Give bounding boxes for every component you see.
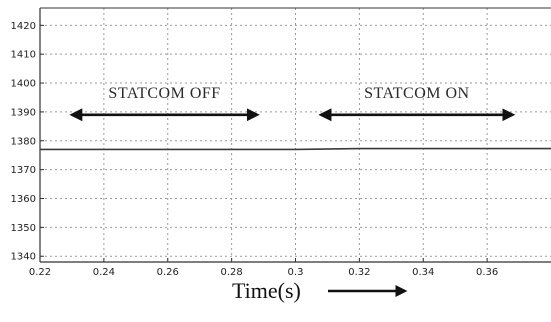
annotations: STATCOM OFF STATCOM ON [69,85,516,122]
y-tick-label: 1410 [11,50,36,61]
series-line [40,147,551,151]
x-tick-label: 0.3 [288,267,304,278]
x-tick-label: 0.22 [29,267,51,278]
y-tick-label: 1370 [11,165,36,176]
y-tick-label: 1350 [11,223,36,234]
y-tick-label: 1360 [11,194,36,205]
x-tick-label: 0.34 [412,267,434,278]
y-ticks: 1340 1350 1360 1370 1380 1390 1400 1410 1420 [11,21,44,263]
x-ticks: 0.22 0.24 0.26 0.28 0.3 0.32 0.34 0.36 [29,258,498,278]
y-tick-label: 1390 [11,107,36,118]
x-tick-label: 0.36 [476,267,498,278]
annotation-statcom-off: STATCOM OFF [108,85,220,102]
x-tick-label: 0.24 [93,267,115,278]
x-tick-label: 0.26 [157,267,179,278]
x-axis-label: Time(s) [232,278,301,303]
series [40,147,551,151]
x-tick-label: 0.28 [220,267,242,278]
y-tick-label: 1400 [11,79,36,90]
y-tick-label: 1420 [11,21,36,32]
x-tick-label: 0.32 [348,267,370,278]
annotation-statcom-on: STATCOM ON [364,85,470,102]
grid [39,8,551,262]
y-tick-label: 1340 [11,252,36,263]
y-tick-label: 1380 [11,136,36,147]
